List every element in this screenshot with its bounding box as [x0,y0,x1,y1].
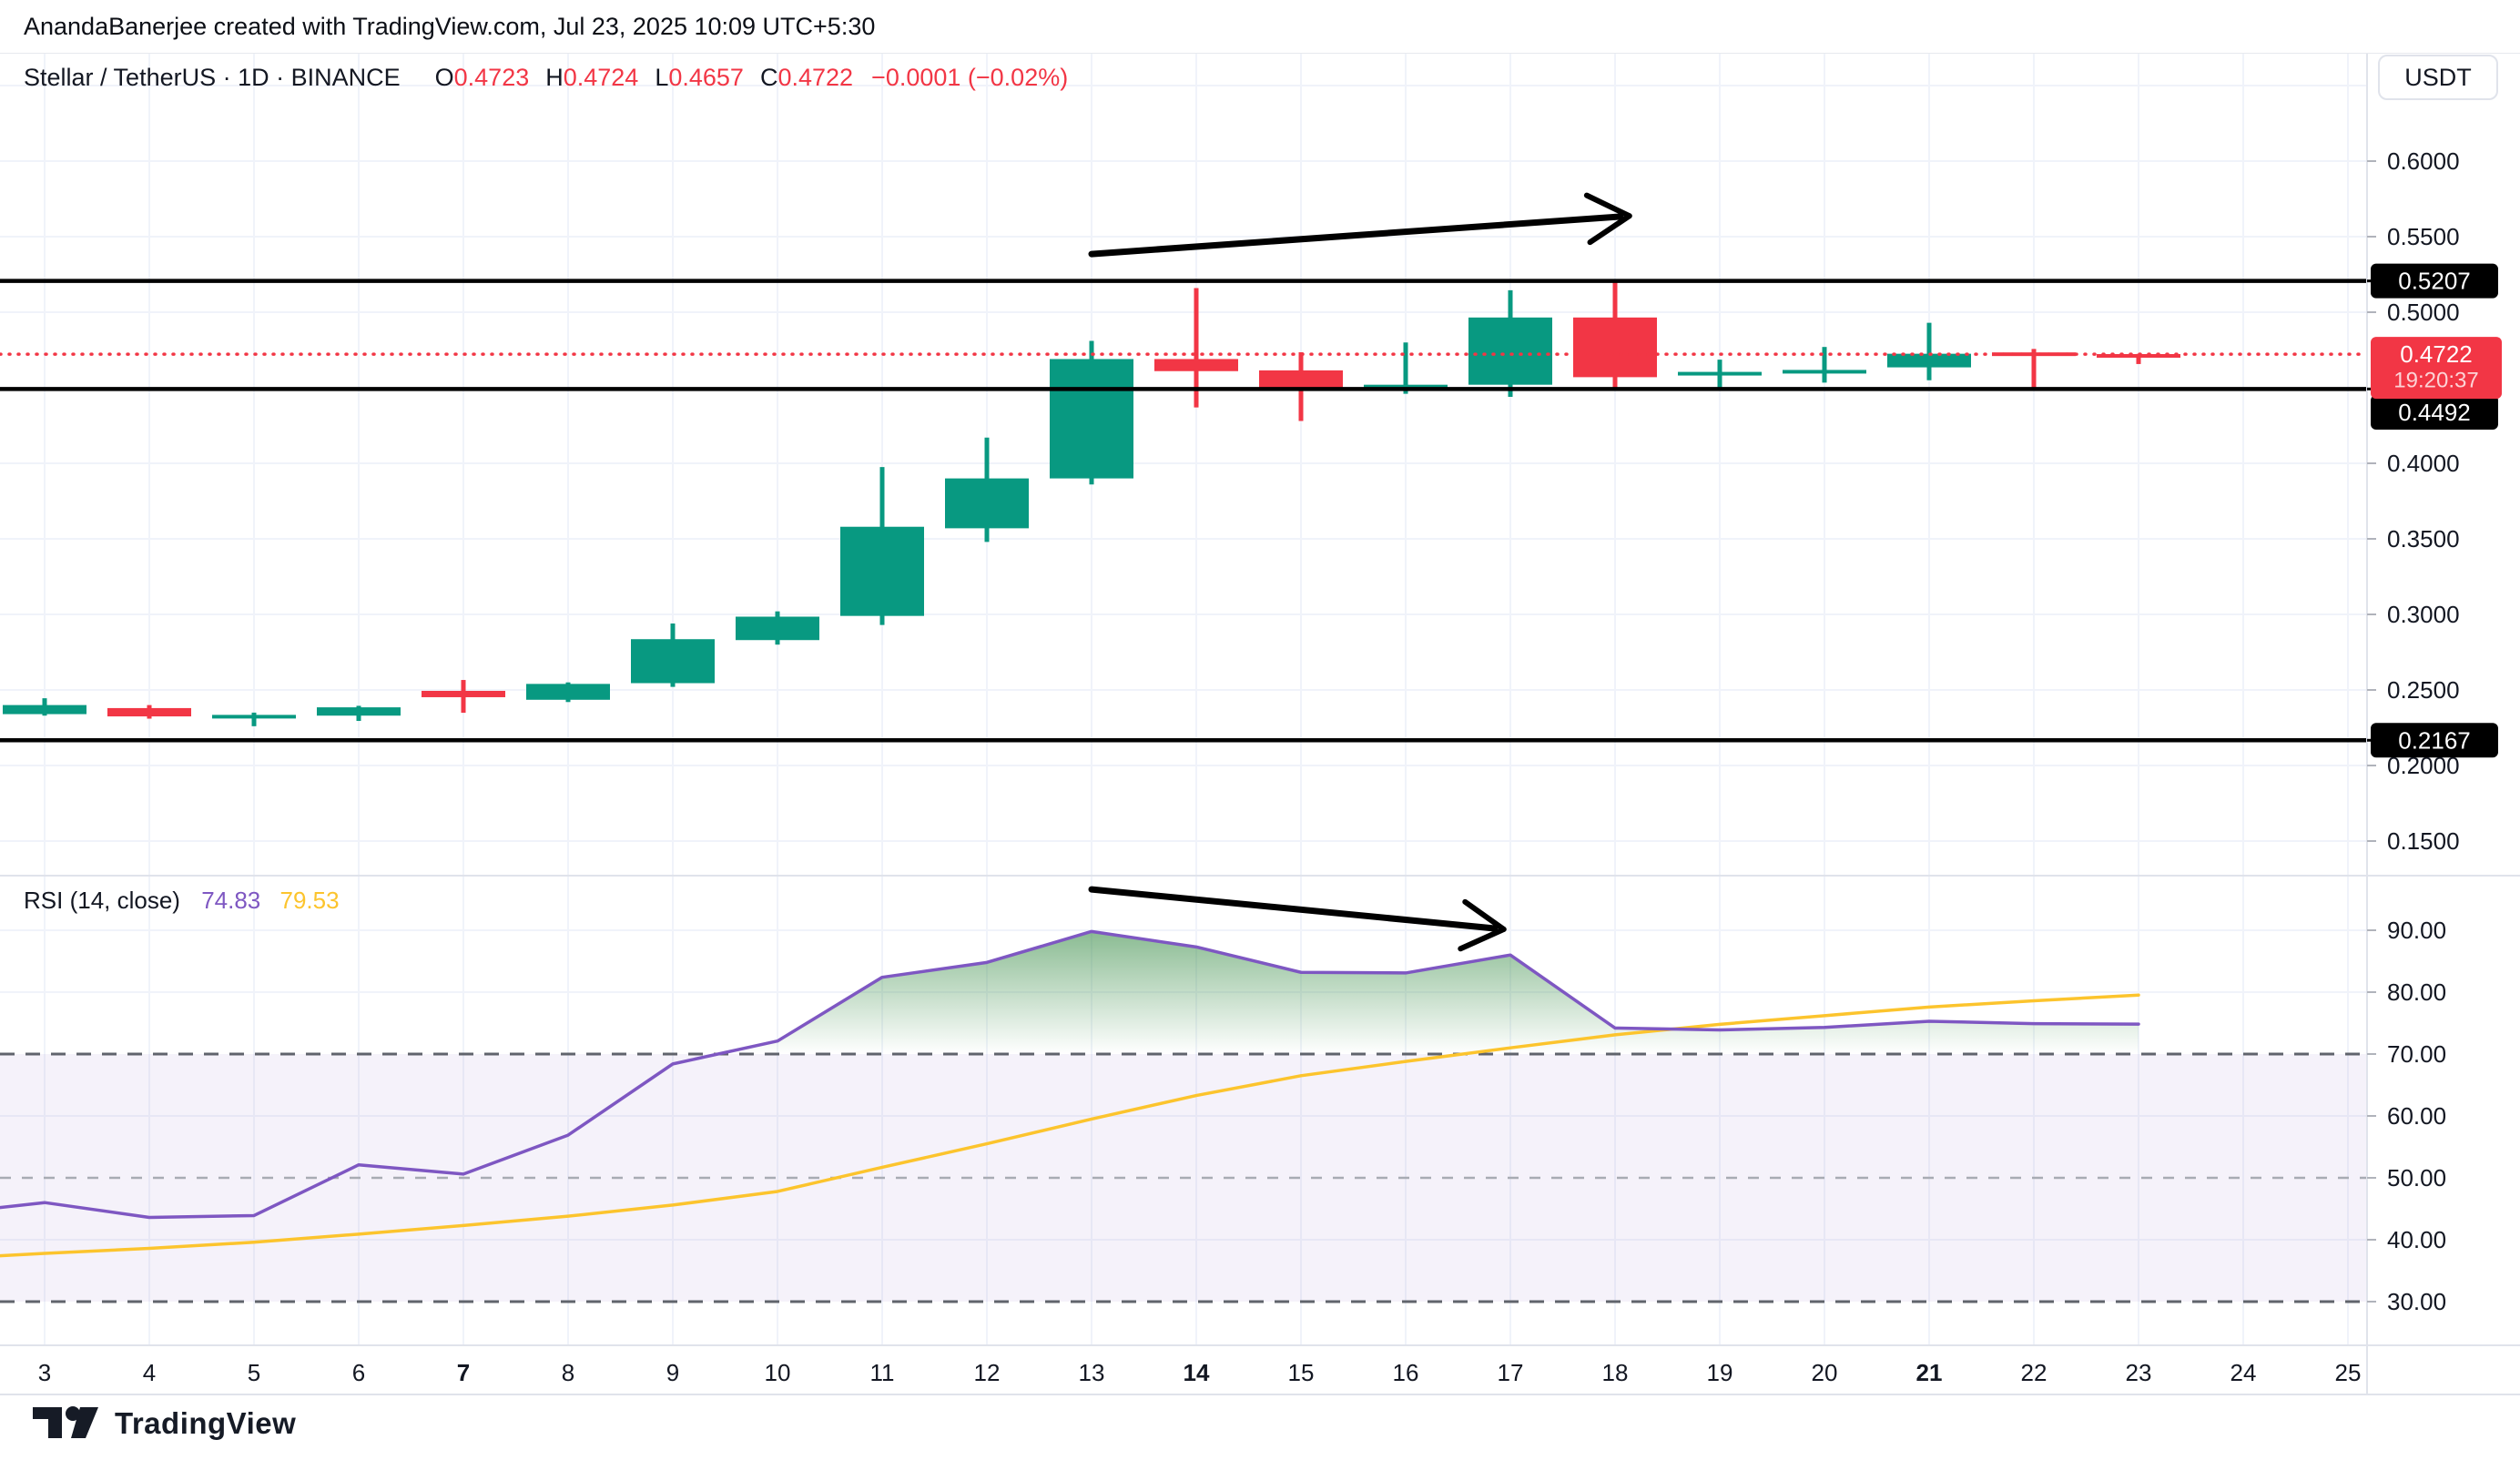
svg-text:12: 12 [974,1359,1001,1386]
svg-text:17: 17 [1498,1359,1524,1386]
svg-text:70.00: 70.00 [2387,1040,2446,1068]
rsi-indicator-legend[interactable]: RSI (14, close) 74.83 79.53 [24,887,340,915]
ohlc-label: C [759,64,778,91]
svg-text:6: 6 [352,1359,365,1386]
rsi-current-value: 74.83 [201,887,261,914]
creator-watermark: AnandaBanerjee created with TradingView.… [24,13,876,40]
svg-text:25: 25 [2335,1359,2362,1386]
time-axis[interactable]: 3 4 5 6 7 8 9 10 11 12 13 14 15 16 17 18 19 20 21 22 23 24 25 [38,1359,2362,1386]
svg-text:0.4722: 0.4722 [2400,340,2473,368]
svg-text:40.00: 40.00 [2387,1226,2446,1253]
svg-text:19: 19 [1707,1359,1733,1386]
svg-text:0.2500: 0.2500 [2387,676,2460,704]
svg-text:15: 15 [1288,1359,1315,1386]
ohlc-label: O [434,64,454,91]
svg-text:0.1500: 0.1500 [2387,827,2460,855]
svg-text:11: 11 [870,1359,895,1386]
symbol-legend: Stellar / TetherUS · 1D · BINANCE O0.4723… [24,64,1068,92]
svg-text:50.00: 50.00 [2387,1164,2446,1191]
currency-toggle-button[interactable]: USDT [2378,55,2498,100]
rsi-lines [0,929,2140,1258]
svg-text:24: 24 [2230,1359,2257,1386]
svg-text:0.2167: 0.2167 [2398,726,2471,754]
candles-series [3,280,2180,726]
ohlc-label: L [655,64,669,91]
rsi-ma-current-value: 79.53 [279,887,340,914]
svg-text:0.6000: 0.6000 [2387,147,2460,175]
svg-text:19:20:37: 19:20:37 [2393,369,2478,393]
watermark-bar: AnandaBanerjee created with TradingView.… [0,0,2520,54]
rsi-name: RSI (14, close) [24,887,180,914]
tradingview-logo-icon [33,1406,98,1438]
svg-text:4: 4 [143,1359,156,1386]
svg-text:20: 20 [1812,1359,1838,1386]
rsi-axis[interactable]: 90.00 80.00 70.00 60.00 50.00 40.00 30.00 [2367,917,2446,1315]
svg-text:18: 18 [1602,1359,1629,1386]
ohlc-value: 0.4723 [453,64,530,91]
svg-text:30.00: 30.00 [2387,1288,2446,1315]
svg-text:23: 23 [2126,1359,2152,1386]
price-change: −0.0001 (−0.02%) [871,64,1069,91]
svg-text:0.3500: 0.3500 [2387,525,2460,553]
tradingview-logo[interactable]: TradingView [33,1405,296,1442]
gridlines [0,53,2367,1345]
svg-text:0.3000: 0.3000 [2387,601,2460,628]
svg-text:8: 8 [562,1359,574,1386]
annotation-arrows [1088,192,1632,952]
pane-borders [0,53,2520,1395]
svg-text:16: 16 [1393,1359,1419,1386]
symbol-title[interactable]: Stellar / TetherUS · 1D · BINANCE [24,64,401,91]
tradingview-logo-text: TradingView [115,1406,297,1440]
svg-text:90.00: 90.00 [2387,917,2446,944]
svg-text:7: 7 [457,1359,470,1386]
svg-text:9: 9 [666,1359,679,1386]
svg-text:5: 5 [248,1359,260,1386]
svg-text:0.4000: 0.4000 [2387,450,2460,477]
ohlc-value: 0.4657 [668,64,744,91]
svg-text:21: 21 [1916,1359,1943,1386]
rsi-level-lines [0,1052,2367,1303]
svg-text:10: 10 [765,1359,791,1386]
price-axis[interactable]: 0.6000 0.5500 0.5000 0.4000 0.3500 0.3000 0.25… [2367,147,2502,855]
svg-text:3: 3 [38,1359,51,1386]
ohlc-value: 0.4722 [777,64,854,91]
svg-text:60.00: 60.00 [2387,1102,2446,1130]
svg-text:80.00: 80.00 [2387,978,2446,1006]
ohlc-label: H [545,64,564,91]
svg-text:22: 22 [2021,1359,2048,1386]
ohlc-value: 0.4724 [563,64,639,91]
svg-text:0.4492: 0.4492 [2398,399,2471,426]
svg-text:0.5500: 0.5500 [2387,223,2460,250]
svg-text:13: 13 [1079,1359,1105,1386]
svg-text:14: 14 [1184,1359,1210,1386]
svg-text:0.5000: 0.5000 [2387,299,2460,326]
price-level-lines [0,279,2369,743]
svg-text:0.5207: 0.5207 [2398,268,2471,295]
rsi-overbought-fill [717,931,2139,1054]
